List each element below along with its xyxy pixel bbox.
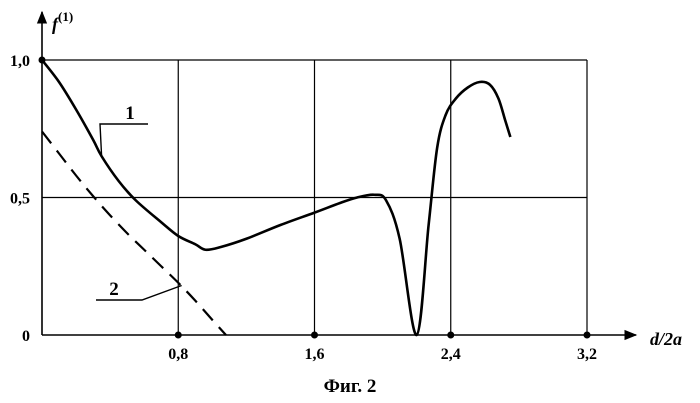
y-tick-label-0: 0 <box>22 328 30 345</box>
tick-labels: 0,8 1,6 2,4 3,2 0 0,5 1,0 <box>10 53 597 363</box>
x-tick-mark-2 <box>447 332 454 339</box>
y-tick-label-2: 1,0 <box>10 53 30 70</box>
x-tick-mark-3 <box>584 332 591 339</box>
grid-lines <box>42 60 587 335</box>
figure-caption: Фиг. 2 <box>324 376 377 397</box>
x-tick-label-1: 1,6 <box>305 346 325 363</box>
series-line-2 <box>42 132 226 336</box>
x-tick-label-3: 3,2 <box>577 346 597 363</box>
series-label-1: 1 <box>125 103 135 124</box>
x-axis-label: d/2a <box>650 329 682 349</box>
x-tick-label-2: 2,4 <box>441 346 461 363</box>
x-tick-mark-0 <box>175 332 182 339</box>
y-axis-label: f(1) <box>52 9 73 34</box>
series-label-2: 2 <box>109 279 119 300</box>
annotation-leader-1 <box>100 124 148 156</box>
y-tick-label-1: 0,5 <box>10 191 30 208</box>
x-tick-label-0: 0,8 <box>168 346 188 363</box>
x-tick-mark-1 <box>311 332 318 339</box>
